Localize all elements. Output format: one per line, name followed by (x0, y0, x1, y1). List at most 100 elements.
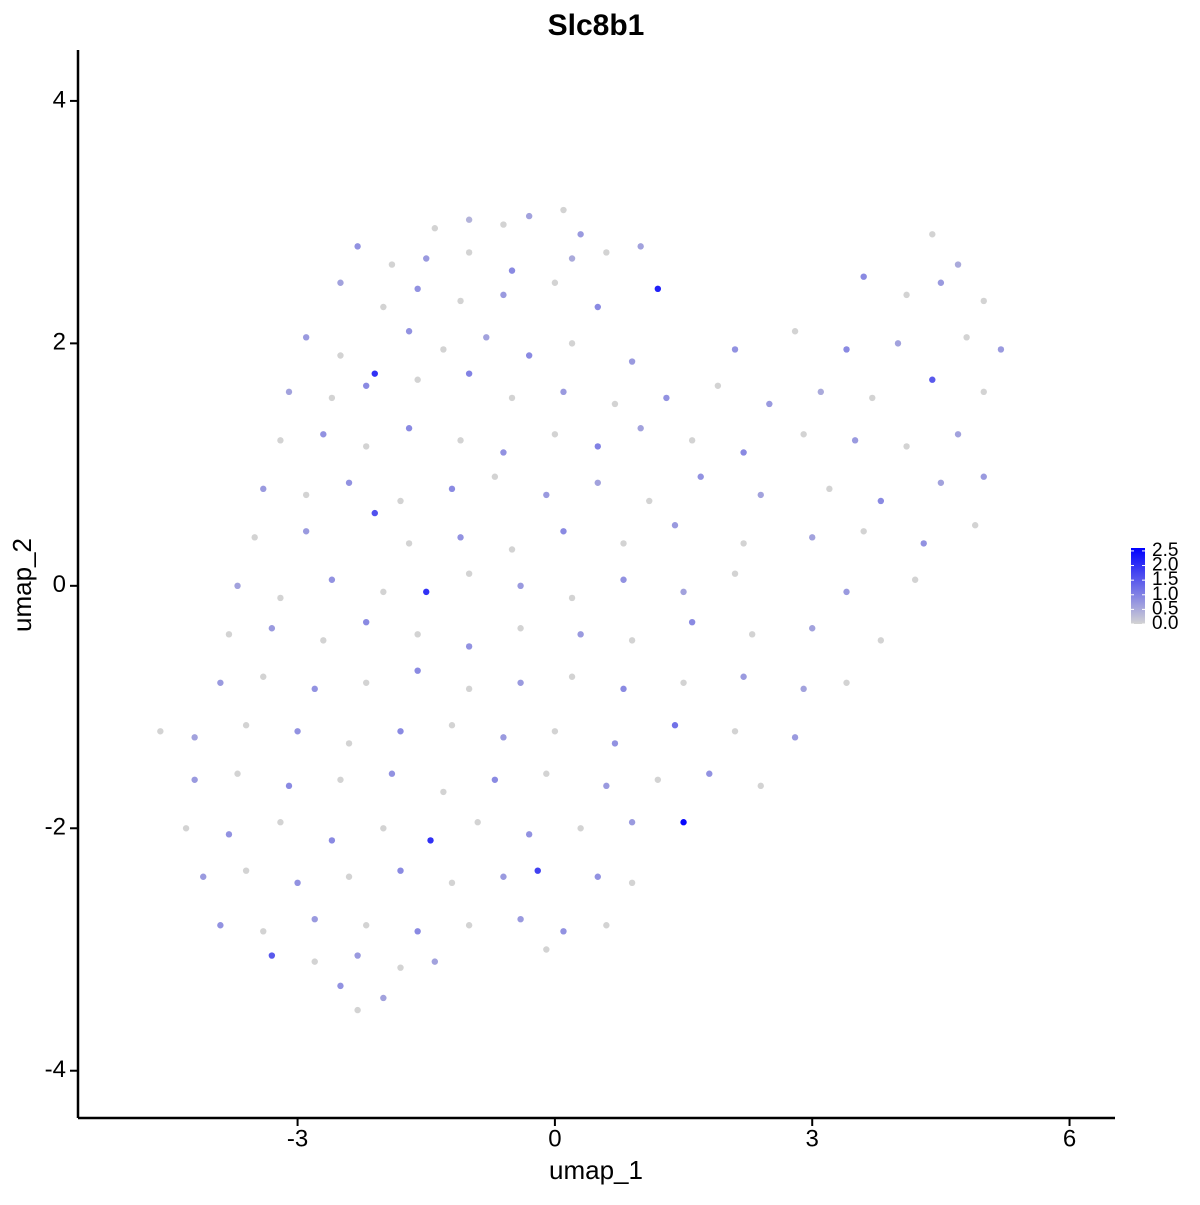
point (457, 437, 464, 444)
point (320, 637, 327, 644)
point (525, 212, 533, 220)
point (534, 867, 541, 874)
point (971, 522, 979, 529)
point (362, 382, 370, 389)
point (671, 522, 679, 529)
point (225, 831, 233, 838)
point (500, 221, 507, 228)
point (903, 291, 910, 299)
colorbar-label: 2.5 (1152, 540, 1178, 561)
point (260, 485, 267, 493)
point (354, 243, 361, 250)
point (440, 346, 447, 353)
point (427, 837, 434, 844)
point (740, 449, 747, 456)
point (620, 576, 627, 583)
point (680, 819, 687, 826)
point (362, 922, 370, 929)
point (508, 546, 516, 553)
point (371, 509, 378, 517)
point (620, 685, 627, 693)
x-tick-label: 0 (548, 1125, 561, 1152)
point (826, 485, 833, 493)
point (869, 394, 876, 402)
point (234, 582, 241, 590)
point (963, 334, 970, 341)
point (500, 449, 507, 456)
point (234, 770, 241, 777)
point (311, 958, 318, 965)
point (474, 819, 481, 826)
point (843, 679, 850, 686)
point (191, 734, 198, 741)
x-tick-label: 3 (806, 1125, 819, 1152)
point (646, 497, 653, 505)
point (800, 431, 807, 438)
point (483, 334, 490, 341)
point (851, 437, 859, 444)
point (560, 388, 567, 396)
point (328, 394, 336, 402)
point (697, 473, 704, 480)
point (920, 540, 927, 547)
point (405, 540, 413, 547)
point (285, 782, 293, 790)
point (277, 819, 284, 826)
y-tick-label: -4 (45, 1056, 66, 1083)
point (877, 497, 885, 505)
point (431, 225, 439, 232)
point (731, 570, 739, 577)
point (568, 255, 576, 262)
point (354, 952, 361, 959)
point (671, 722, 679, 729)
point (320, 431, 327, 438)
point (431, 958, 439, 965)
point (448, 879, 456, 887)
point (706, 770, 713, 777)
point (294, 879, 301, 887)
point (568, 673, 576, 680)
point (997, 346, 1005, 353)
point (568, 340, 576, 347)
point (517, 625, 524, 632)
point (182, 825, 190, 832)
y-tick-label: 4 (53, 86, 66, 113)
point (560, 528, 567, 535)
point (465, 643, 473, 650)
point (954, 261, 962, 268)
point (260, 673, 267, 680)
point (448, 722, 456, 729)
point (731, 728, 739, 735)
point (397, 728, 404, 735)
point (628, 819, 636, 826)
point (860, 528, 867, 535)
point (465, 249, 473, 256)
point (457, 534, 464, 541)
point (242, 867, 250, 874)
point (388, 261, 396, 268)
point (620, 540, 627, 547)
point (543, 946, 550, 953)
point (277, 594, 284, 602)
point (388, 770, 396, 777)
point (380, 588, 387, 596)
point (688, 437, 696, 444)
point (217, 922, 224, 929)
point (328, 576, 336, 583)
point (500, 734, 507, 741)
chart-title: Slc8b1 (548, 9, 645, 42)
point (594, 873, 601, 880)
point (517, 679, 524, 686)
point (937, 279, 945, 286)
point (680, 679, 687, 686)
point (894, 340, 902, 347)
colorbar-label: 1.5 (1152, 569, 1178, 590)
point (980, 297, 987, 305)
point (345, 873, 353, 880)
point (465, 685, 473, 693)
point (748, 631, 756, 638)
point (628, 637, 636, 644)
point (757, 491, 764, 499)
